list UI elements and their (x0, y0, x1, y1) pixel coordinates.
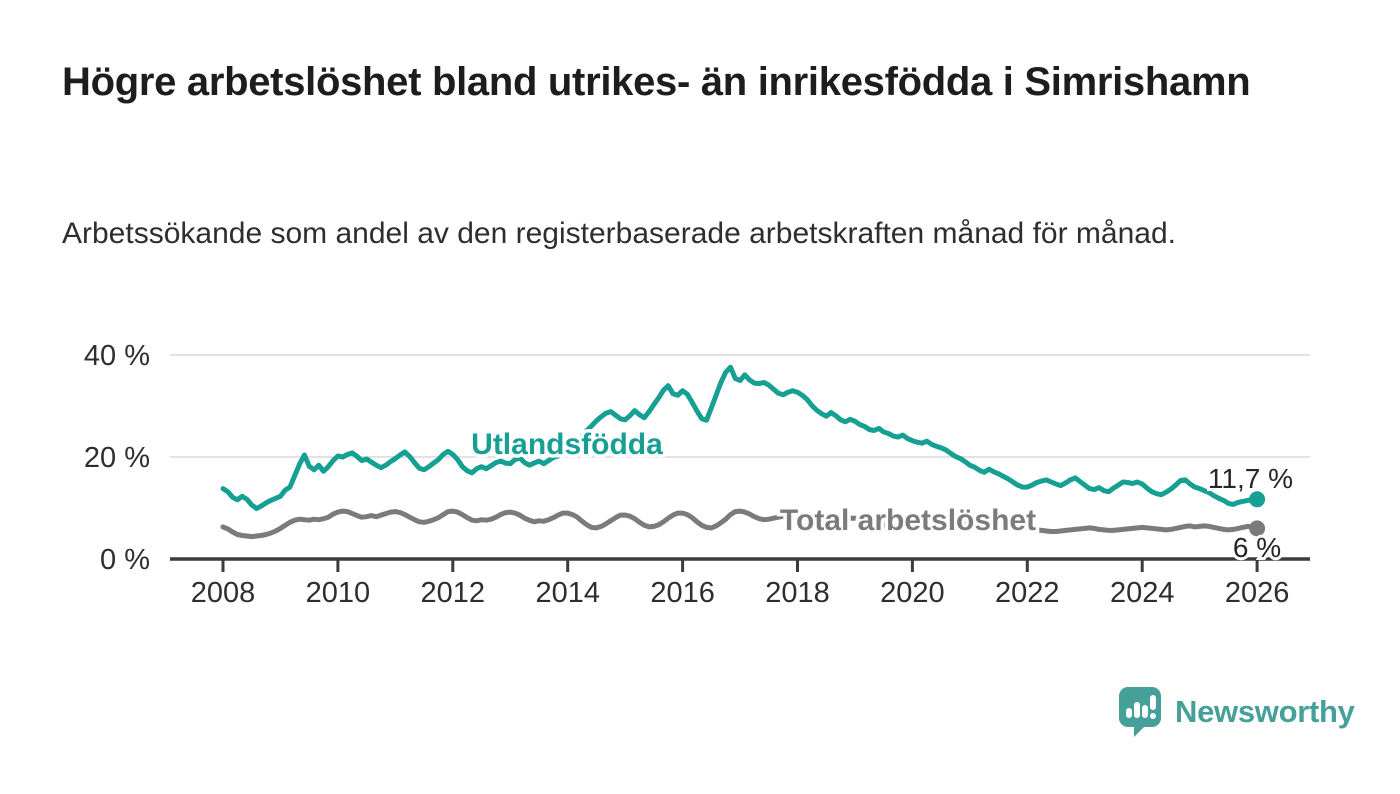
y-axis-labels: 0 % 20 % 40 % (84, 340, 150, 576)
x-tick-label: 2020 (880, 577, 945, 609)
exclamation-dot (1150, 713, 1156, 719)
y-tick-label: 20 % (84, 442, 150, 474)
x-tick-label: 2008 (191, 577, 256, 609)
x-tick-label: 2016 (650, 577, 715, 609)
exclamation-stem (1150, 695, 1156, 710)
end-value-utlandsfodda: 11,7 % (1208, 463, 1293, 494)
x-tick-label: 2026 (1225, 577, 1290, 609)
x-tick-label: 2022 (995, 577, 1060, 609)
series-end-dot (1249, 520, 1266, 537)
x-tick-label: 2012 (421, 577, 486, 609)
gridlines (170, 354, 1310, 458)
newsworthy-logo-icon (1119, 687, 1161, 737)
series-line-total-arbetsl-shet (220, 508, 1260, 540)
newsworthy-logo: Newsworthy (1118, 686, 1355, 738)
y-tick-label: 0 % (100, 544, 150, 576)
newsworthy-logo-text: Newsworthy (1175, 694, 1355, 729)
bar-medium (1142, 705, 1148, 718)
x-tick-label: 2018 (765, 577, 830, 609)
x-tick-label: 2024 (1110, 577, 1175, 609)
y-tick-label: 40 % (84, 340, 150, 372)
x-axis-ticks: 2008 2010 2012 2014 2016 2018 2020 2022 2024 2026 (191, 559, 1290, 609)
x-tick-label: 2010 (306, 577, 371, 609)
page-title: Högre arbetslöshet bland utrikes- än inr… (62, 60, 1251, 104)
bar-short (1126, 708, 1132, 718)
series-line-utlandsf-dda (220, 364, 1260, 511)
series-end-dots (1249, 491, 1266, 537)
series-label-total: Total arbetslöshet (780, 504, 1036, 537)
bar-tall (1134, 702, 1140, 718)
series-end-dot (1249, 491, 1266, 508)
end-value-total: 6 % (1233, 532, 1281, 563)
x-tick-label: 2014 (535, 577, 600, 609)
series-label-utlandsfodda: Utlandsfödda (471, 428, 663, 461)
series-lines (220, 364, 1260, 540)
chart-subtitle: Arbetssökande som andel av den registerb… (62, 217, 1176, 250)
